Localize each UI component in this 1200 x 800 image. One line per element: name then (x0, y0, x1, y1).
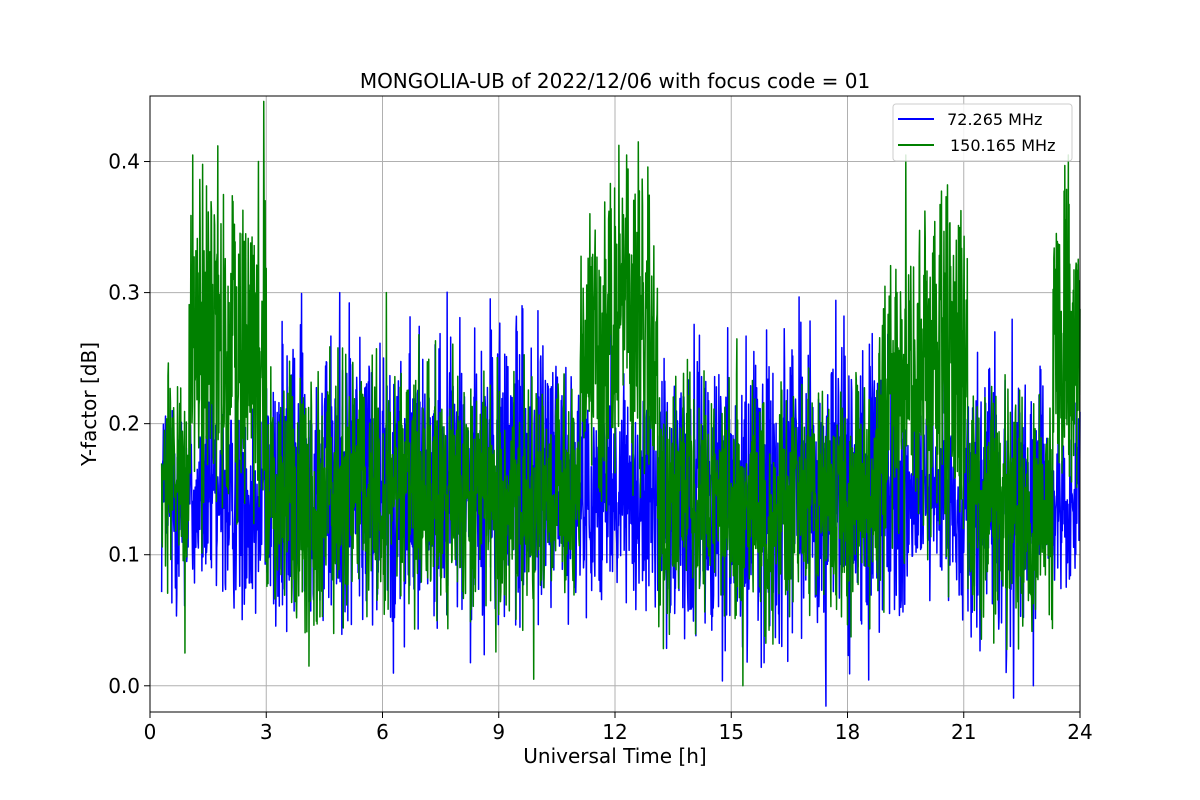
x-tick-label: 6 (376, 720, 389, 744)
x-tick-label: 0 (144, 720, 157, 744)
y-tick-label: 0.2 (108, 412, 140, 436)
legend-box (892, 103, 1073, 162)
y-tick-label: 0.0 (108, 674, 140, 698)
series-line-1 (160, 100, 1081, 687)
x-tick-label: 9 (492, 720, 505, 744)
series-layer (160, 100, 1081, 707)
y-tick-label: 0.1 (108, 543, 140, 567)
legend: 72.265 MHz 150.165 MHz (892, 103, 1073, 162)
ticks: 0 3 6 9 12 15 18 21 24 0.0 0.1 0.2 0.3 0.4 (108, 150, 1093, 744)
legend-label-150mhz: 150.165 MHz (950, 136, 1055, 155)
x-tick-label: 12 (602, 720, 627, 744)
x-tick-label: 15 (719, 720, 744, 744)
x-tick-label: 18 (835, 720, 860, 744)
x-tick-label: 3 (260, 720, 273, 744)
y-tick-label: 0.4 (108, 150, 140, 174)
y-tick-label: 0.3 (108, 281, 140, 305)
chart-title: MONGOLIA-UB of 2022/12/06 with focus cod… (360, 69, 870, 93)
legend-label-72mhz: 72.265 MHz (942, 110, 1042, 129)
x-axis-label: Universal Time [h] (523, 744, 706, 768)
x-tick-label: 24 (1067, 720, 1092, 744)
x-tick-label: 21 (951, 720, 976, 744)
y-axis-label: Y-factor [dB] (77, 342, 101, 467)
